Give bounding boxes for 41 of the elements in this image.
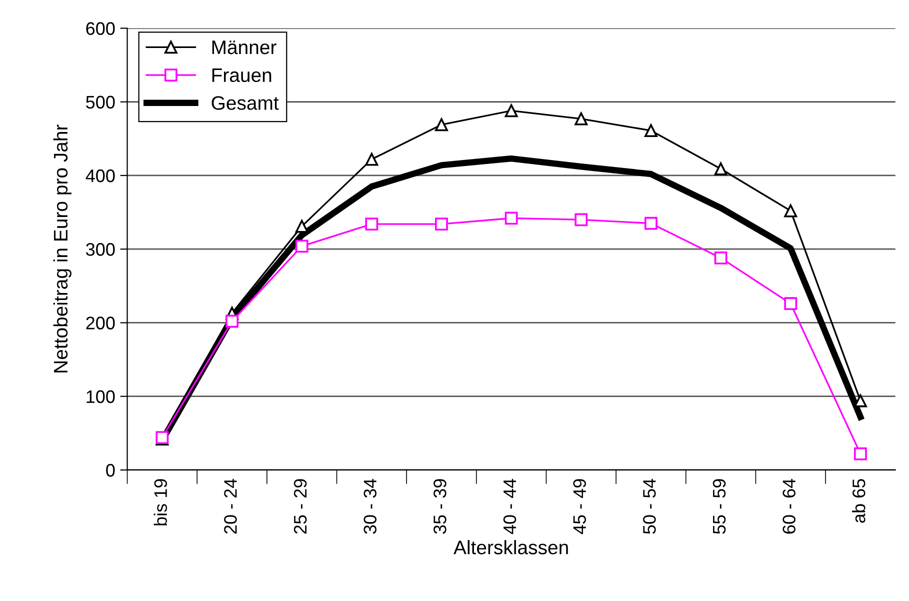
point xyxy=(435,118,448,132)
point xyxy=(365,152,378,166)
x-tick-label: 30 - 34 xyxy=(364,478,377,534)
y-tick-label: 100 xyxy=(86,390,115,404)
point xyxy=(784,204,798,218)
y-tick-label: 200 xyxy=(86,316,115,330)
x-tick-label: 60 - 64 xyxy=(782,478,796,534)
x-tick-label: bis 19 xyxy=(154,479,168,526)
point xyxy=(574,213,588,226)
x-tick-label: 35 - 39 xyxy=(434,479,446,534)
x-tick-label: 45 - 49 xyxy=(573,479,586,534)
x-tick-label: 25 - 29 xyxy=(294,479,307,534)
point xyxy=(714,162,728,176)
point xyxy=(784,297,798,310)
point xyxy=(295,240,308,253)
y-tick-label: 300 xyxy=(86,243,115,256)
point xyxy=(226,314,238,328)
x-tick-label: 40 - 44 xyxy=(503,478,516,534)
y-tick-label: 0 xyxy=(106,464,115,477)
legend-label: Frauen xyxy=(212,68,272,82)
point xyxy=(574,112,588,126)
x-tick-label: ab 65 xyxy=(852,479,866,523)
legend-label: Männer xyxy=(212,40,276,54)
point xyxy=(435,218,448,231)
x-tick-label: 55 - 59 xyxy=(712,479,726,534)
x-axis-title: Altersklassen xyxy=(454,540,568,554)
x-tick-label: 20 - 24 xyxy=(224,478,237,534)
y-tick-label: 600 xyxy=(86,22,115,35)
point xyxy=(644,124,658,138)
point xyxy=(295,220,308,233)
legend-label: Gesamt xyxy=(212,96,279,110)
y-axis-title: Nettobeitrag in Euro pro Jahr xyxy=(53,124,72,372)
point xyxy=(365,218,378,231)
point xyxy=(504,212,518,225)
point xyxy=(644,216,658,230)
point xyxy=(504,104,518,118)
y-tick-label: 500 xyxy=(86,96,115,109)
point xyxy=(714,251,728,264)
point xyxy=(854,447,867,460)
y-tick-label: 400 xyxy=(86,169,115,182)
x-tick-label: 50 - 54 xyxy=(643,478,656,534)
